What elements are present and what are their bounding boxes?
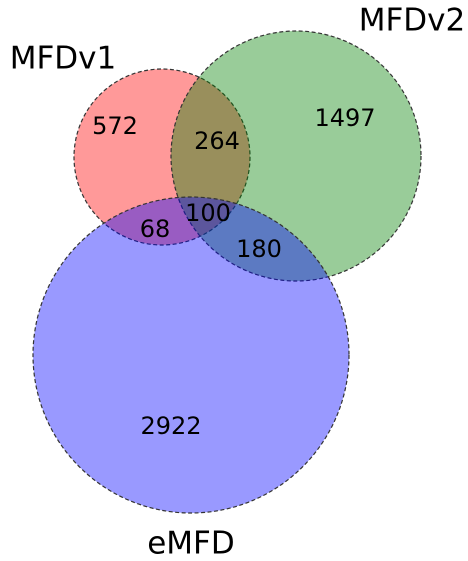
- region-count: 180: [236, 235, 282, 263]
- set-label: eMFD: [147, 526, 235, 561]
- mfdv2-circle: [170, 30, 422, 282]
- set-label: MFDv1: [10, 41, 117, 77]
- region-count: 1497: [314, 104, 375, 132]
- region-count: 68: [140, 215, 171, 243]
- region-count: 100: [185, 199, 231, 227]
- region-count: 2922: [140, 412, 201, 440]
- mfdv1-circle: [73, 68, 251, 246]
- region-count: 572: [92, 112, 138, 140]
- region-count: 264: [194, 127, 240, 155]
- set-label: MFDv2: [359, 3, 466, 39]
- emfd-circle: [32, 196, 350, 514]
